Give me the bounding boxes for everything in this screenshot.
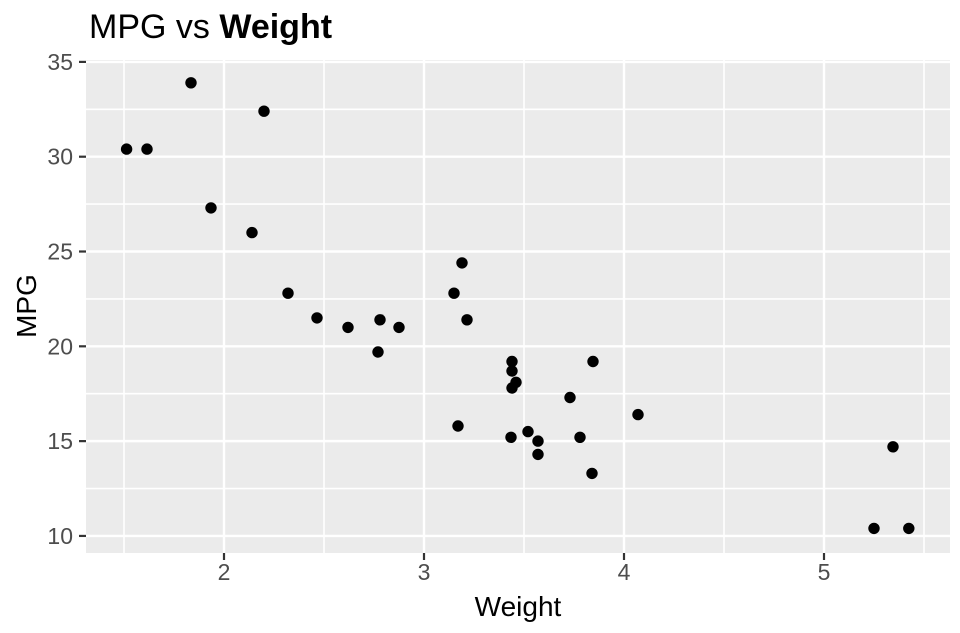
data-point [205,202,217,214]
data-point [506,382,518,394]
data-point [587,355,599,368]
data-point [532,448,544,461]
data-point [374,314,386,326]
data-point [452,420,464,432]
data-point [574,431,586,443]
data-point [258,105,270,117]
x-tick-label: 5 [818,559,831,585]
y-tick-label: 15 [47,428,73,454]
data-point [522,425,534,438]
data-point [282,287,294,299]
data-point [506,355,518,368]
data-point [372,346,384,358]
y-axis-title: MPG [11,274,42,338]
data-point [868,522,880,535]
data-point [342,321,354,334]
y-tick-label: 10 [47,523,73,549]
chart-title-normal-text: MPG vs [89,8,220,46]
data-point [903,522,915,535]
data-point [506,365,518,377]
x-tick-label: 2 [218,559,231,585]
data-point [586,467,598,480]
data-point [505,431,517,443]
plot-panel [86,60,950,553]
chart-title-bold-text: Weight [219,8,333,46]
data-point [532,435,544,447]
data-point [632,408,644,421]
data-point [448,287,460,299]
data-point [393,321,405,334]
x-tick-label: 4 [618,559,631,585]
data-point [120,143,133,155]
data-point [887,441,899,453]
data-point [246,226,258,239]
y-tick-label: 30 [47,144,73,170]
chart-title: MPG vs Weight [89,8,332,47]
data-point [564,391,576,404]
y-tick-label: 25 [47,239,73,265]
data-point [141,143,153,155]
data-point [185,77,197,89]
data-point [456,257,468,269]
y-tick-label: 35 [47,49,73,75]
x-axis-title: Weight [474,591,562,622]
y-tick-label: 20 [47,333,73,359]
data-point [461,314,473,326]
x-tick-label: 3 [418,559,431,585]
data-point [311,312,323,324]
